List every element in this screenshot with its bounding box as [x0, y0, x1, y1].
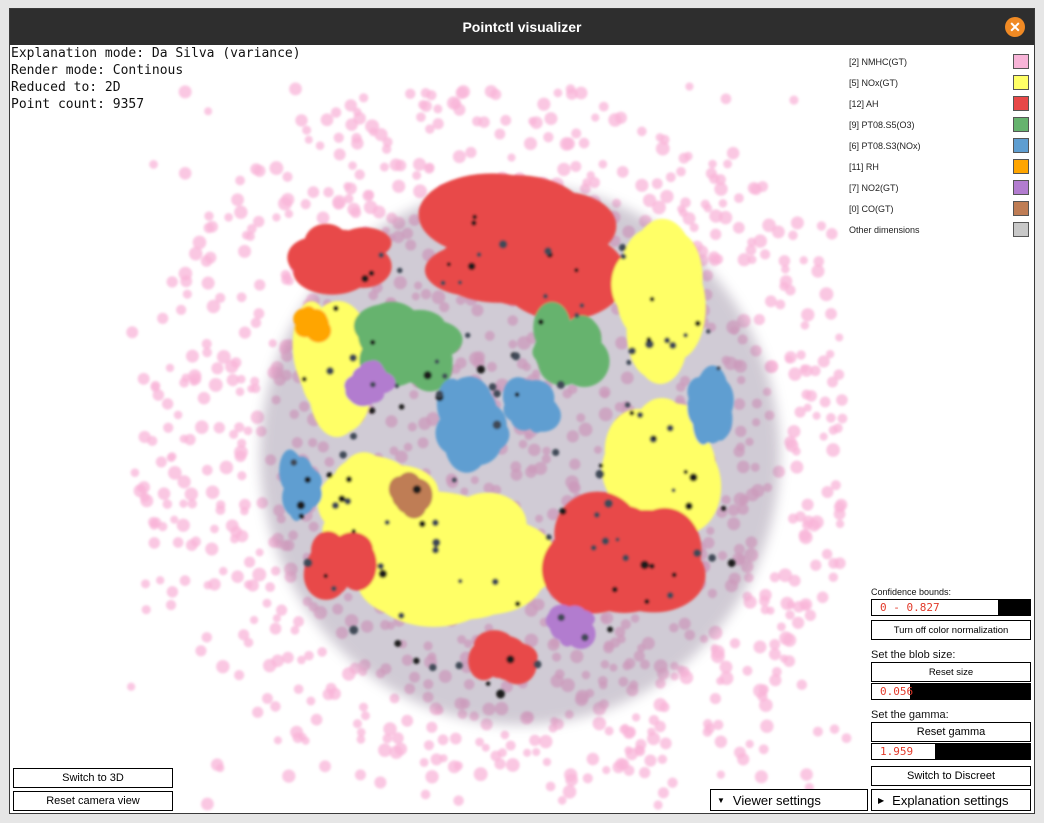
legend-item: [2] NMHC(GT): [849, 51, 1029, 72]
legend-color-swatch: [1013, 138, 1029, 153]
render-mode-text: Render mode: Continous: [11, 63, 184, 78]
legend-color-swatch: [1013, 201, 1029, 216]
confidence-slider[interactable]: 0 - 0.827: [871, 599, 1031, 616]
legend-item-label: [11] RH: [849, 161, 879, 172]
legend-item: [7] NO2(GT): [849, 177, 1029, 198]
legend-color-swatch: [1013, 54, 1029, 69]
legend-item: [11] RH: [849, 156, 1029, 177]
explanation-settings-button[interactable]: ▶ Explanation settings: [871, 789, 1031, 811]
viewer-settings-label: Viewer settings: [732, 792, 821, 808]
legend: [2] NMHC(GT) [5] NOx(GT) [12] AH [9] PT08.S…: [849, 51, 1029, 240]
legend-color-swatch: [1013, 96, 1029, 111]
switch-to-discreet-button[interactable]: Switch to Discreet: [871, 766, 1031, 786]
legend-item: [6] PT08.S3(NOx): [849, 135, 1029, 156]
caret-down-icon: ▼: [717, 795, 725, 805]
blob-size-slider-fill: [872, 684, 910, 699]
legend-item-label: [9] PT08.S5(O3): [849, 119, 915, 130]
legend-color-swatch: [1013, 222, 1029, 237]
point-count-text: Point count: 9357: [11, 97, 145, 112]
legend-color-swatch: [1013, 180, 1029, 195]
window-title: Pointctl visualizer: [462, 19, 582, 35]
close-icon[interactable]: ✕: [1005, 17, 1025, 37]
legend-item: [5] NOx(GT): [849, 72, 1029, 93]
reduced-to-text: Reduced to: 2D: [11, 80, 121, 95]
legend-item-label: [5] NOx(GT): [849, 77, 898, 88]
confidence-slider-fill: [872, 600, 999, 615]
app-window: Pointctl visualizer ✕ Explanation mode: …: [9, 8, 1035, 814]
gamma-label: Set the gamma:: [871, 709, 949, 721]
legend-item-label: [0] CO(GT): [849, 203, 894, 214]
legend-item: Other dimensions: [849, 219, 1029, 240]
legend-item-label: Other dimensions: [849, 224, 920, 235]
blob-size-slider[interactable]: 0.056: [871, 683, 1031, 700]
explanation-settings-label: Explanation settings: [892, 792, 1009, 808]
legend-color-swatch: [1013, 75, 1029, 90]
switch-to-3d-button[interactable]: Switch to 3D: [13, 768, 173, 788]
legend-item-label: [12] AH: [849, 98, 879, 109]
legend-item-label: [2] NMHC(GT): [849, 56, 907, 67]
reset-camera-button[interactable]: Reset camera view: [13, 791, 173, 811]
blob-size-label: Set the blob size:: [871, 649, 956, 661]
legend-color-swatch: [1013, 159, 1029, 174]
legend-item: [0] CO(GT): [849, 198, 1029, 219]
viewer-settings-button[interactable]: ▼ Viewer settings: [710, 789, 868, 811]
title-bar: Pointctl visualizer ✕: [10, 9, 1034, 45]
info-overlay: Explanation mode: Da Silva (variance) Re…: [11, 45, 301, 113]
reset-size-button[interactable]: Reset size: [871, 662, 1031, 682]
blob-size-value: 0.056: [880, 685, 914, 698]
confidence-value: 0 - 0.827: [880, 601, 940, 614]
reset-gamma-button[interactable]: Reset gamma: [871, 722, 1031, 742]
legend-item: [9] PT08.S5(O3): [849, 114, 1029, 135]
legend-item-label: [6] PT08.S3(NOx): [849, 140, 921, 151]
gamma-value: 1.959: [880, 745, 914, 758]
color-normalization-button[interactable]: Turn off color normalization: [871, 620, 1031, 640]
legend-item: [12] AH: [849, 93, 1029, 114]
scatter-canvas[interactable]: [10, 45, 1034, 813]
cluster-blobs: [279, 173, 736, 699]
legend-color-swatch: [1013, 117, 1029, 132]
caret-right-icon: ▶: [878, 795, 885, 805]
gamma-slider-fill: [872, 744, 936, 759]
explanation-mode-text: Explanation mode: Da Silva (variance): [11, 46, 301, 61]
gamma-slider[interactable]: 1.959: [871, 743, 1031, 760]
legend-item-label: [7] NO2(GT): [849, 182, 899, 193]
confidence-label: Confidence bounds:: [871, 587, 952, 597]
